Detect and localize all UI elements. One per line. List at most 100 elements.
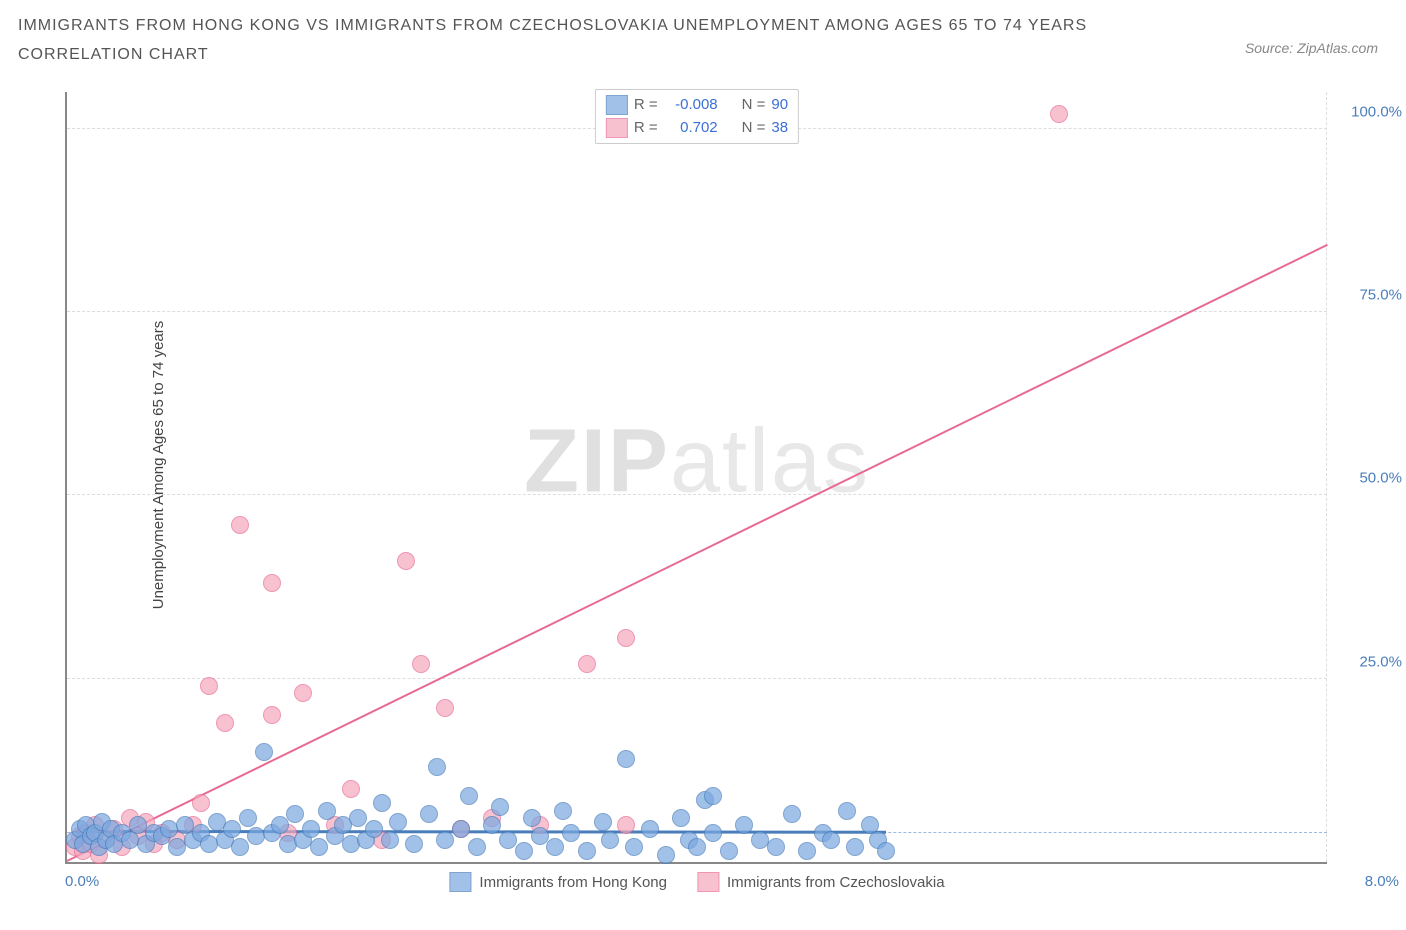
gridline-h [67,494,1327,495]
data-point [231,838,249,856]
data-point [373,794,391,812]
data-point [688,838,706,856]
gridline-h [67,311,1327,312]
data-point [491,798,509,816]
chart-title-block: IMMIGRANTS FROM HONG KONG VS IMMIGRANTS … [18,12,1087,70]
data-point [452,820,470,838]
data-point [617,816,635,834]
data-point [617,629,635,647]
data-point [720,842,738,860]
data-point [239,809,257,827]
data-point [412,655,430,673]
data-point [263,706,281,724]
stats-legend: R = -0.008 N = 90 R = 0.702 N = 38 [595,89,799,144]
data-point [255,743,273,761]
stats-row-blue: R = -0.008 N = 90 [606,94,788,117]
data-point [263,574,281,592]
legend-item-pink: Immigrants from Czechoslovakia [697,872,945,892]
data-point [523,809,541,827]
data-point [420,805,438,823]
data-point [601,831,619,849]
data-point [838,802,856,820]
data-point [704,787,722,805]
data-point [641,820,659,838]
data-point [515,842,533,860]
swatch-blue [606,95,628,115]
data-point [877,842,895,860]
data-point [578,842,596,860]
data-point [672,809,690,827]
data-point [294,684,312,702]
data-point [192,794,210,812]
ytick-label: 75.0% [1337,287,1402,304]
n-value-pink: 38 [771,117,788,140]
data-point [200,677,218,695]
data-point [657,846,675,864]
source-attribution: Source: ZipAtlas.com [1245,40,1378,56]
data-point [846,838,864,856]
data-point [397,552,415,570]
data-point [223,820,241,838]
data-point [562,824,580,842]
swatch-blue-bottom [449,872,471,892]
data-point [554,802,572,820]
data-point [381,831,399,849]
swatch-pink [606,118,628,138]
data-point [310,838,328,856]
ytick-label: 25.0% [1337,653,1402,670]
data-point [499,831,517,849]
legend-item-blue: Immigrants from Hong Kong [449,872,667,892]
data-point [783,805,801,823]
data-point [468,838,486,856]
watermark-bold: ZIP [524,411,670,511]
data-point [460,787,478,805]
data-point [231,516,249,534]
data-point [704,824,722,842]
n-value-blue: 90 [771,94,788,117]
xtick-max: 8.0% [1365,873,1399,890]
data-point [216,714,234,732]
data-point [735,816,753,834]
ytick-label: 50.0% [1337,470,1402,487]
data-point [436,831,454,849]
scatter-plot: ZIPatlas R = -0.008 N = 90 R = 0.702 N =… [65,92,1327,864]
data-point [302,820,320,838]
legend-label-pink: Immigrants from Czechoslovakia [727,874,945,891]
data-point [349,809,367,827]
regression-line [67,244,1328,862]
ytick-label: 100.0% [1337,103,1402,120]
data-point [483,816,501,834]
r-label-pink: R = [634,117,658,140]
data-point [798,842,816,860]
data-point [767,838,785,856]
watermark-light: atlas [670,411,870,511]
title-line-2: CORRELATION CHART [18,41,1087,70]
stats-row-pink: R = 0.702 N = 38 [606,117,788,140]
r-value-pink: 0.702 [664,117,718,140]
gridline-h [67,678,1327,679]
title-line-1: IMMIGRANTS FROM HONG KONG VS IMMIGRANTS … [18,12,1087,41]
data-point [822,831,840,849]
watermark: ZIPatlas [524,410,870,513]
data-point [436,699,454,717]
data-point [342,780,360,798]
data-point [578,655,596,673]
data-point [594,813,612,831]
data-point [428,758,446,776]
data-point [625,838,643,856]
r-value-blue: -0.008 [664,94,718,117]
data-point [286,805,304,823]
data-point [1050,105,1068,123]
data-point [318,802,336,820]
data-point [389,813,407,831]
n-label-blue: N = [742,94,766,117]
data-point [271,816,289,834]
series-legend: Immigrants from Hong Kong Immigrants fro… [449,872,944,892]
data-point [531,827,549,845]
legend-label-blue: Immigrants from Hong Kong [479,874,667,891]
xtick-min: 0.0% [65,873,99,890]
data-point [365,820,383,838]
data-point [546,838,564,856]
n-label-pink: N = [742,117,766,140]
data-point [405,835,423,853]
